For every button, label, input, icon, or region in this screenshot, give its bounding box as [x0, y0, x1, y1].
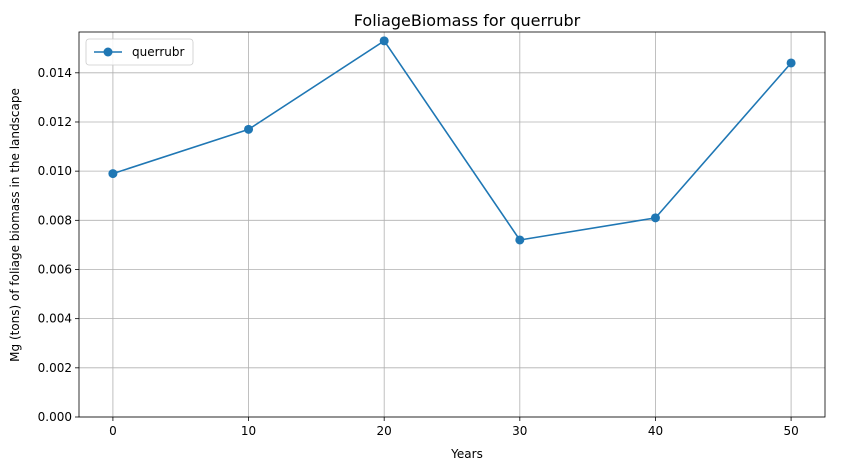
y-tick-label: 0.008 [38, 213, 72, 227]
legend-label: querrubr [132, 45, 184, 59]
x-tick-label: 50 [783, 424, 798, 438]
y-tick-label: 0.006 [38, 262, 72, 276]
legend-box [85, 38, 194, 66]
x-tick-label: 0 [109, 424, 117, 438]
chart-title: FoliageBiomass for querrubr [354, 11, 581, 30]
data-point [244, 124, 254, 134]
x-tick-label: 10 [241, 424, 256, 438]
plot-frame [78, 31, 826, 418]
y-tick-label: 0.000 [38, 410, 72, 424]
y-tick-label: 0.014 [38, 66, 72, 80]
axes: 0 10 20 30 40 50 0.000 0.002 0.004 0.006 0.008 0.01… [38, 31, 826, 438]
x-tick-label: 30 [512, 424, 527, 438]
legend: querrubr [85, 38, 194, 66]
y-tick-label: 0.010 [38, 164, 72, 178]
y-tick-label: 0.012 [38, 115, 72, 129]
data-point [786, 58, 796, 68]
legend-marker [103, 47, 113, 57]
x-tick-label: 40 [648, 424, 663, 438]
data-point [650, 213, 660, 223]
y-axis-label: Mg (tons) of foliage biomass in the land… [8, 88, 22, 362]
series-layer [108, 36, 796, 245]
y-tick-label: 0.002 [38, 361, 72, 375]
x-axis-label: Years [450, 447, 483, 461]
x-tick-label: 20 [377, 424, 392, 438]
y-tick-label: 0.004 [38, 312, 72, 326]
data-point [108, 169, 118, 179]
data-point [515, 235, 525, 245]
grid [79, 32, 825, 418]
series-line-querrubr [112, 40, 792, 241]
data-point [379, 36, 389, 46]
